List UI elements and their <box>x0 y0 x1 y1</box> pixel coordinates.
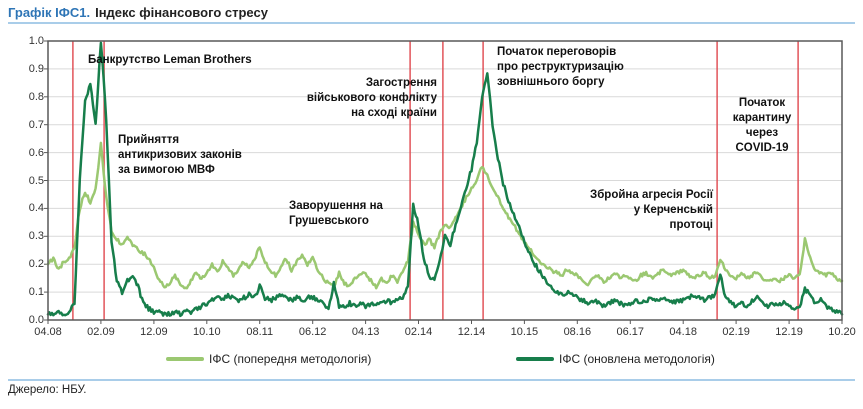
legend-item-previous-methodology: ІФС (попередня методологія) <box>166 352 371 366</box>
event-annotation: Прийняття антикризових законів за вимого… <box>118 134 242 176</box>
event-annotation: Заворушення на Грушевського <box>289 200 383 227</box>
x-axis-label: 10.20 <box>828 326 856 338</box>
x-axis-label: 08.16 <box>563 326 592 338</box>
x-axis-label: 02.19 <box>722 326 750 338</box>
y-axis-label: 0.0 <box>28 314 44 326</box>
page-title-prefix: Графік ІФС1. <box>8 5 91 20</box>
x-axis-label: 12.19 <box>775 326 803 338</box>
y-axis-label: 0.2 <box>28 258 44 271</box>
y-axis-label: 0.5 <box>28 174 44 187</box>
y-axis-label: 0.9 <box>28 62 44 75</box>
event-annotation: Збройна агресія Росії у Керченській прот… <box>590 189 713 231</box>
x-axis-label: 10.15 <box>510 326 539 338</box>
y-axis-label: 0.7 <box>28 118 44 131</box>
legend-line-swatch-previous <box>166 357 204 361</box>
legend-item-updated-methodology: ІФС (оновлена методологія) <box>516 352 715 366</box>
x-axis-label: 02.09 <box>87 326 115 338</box>
event-annotation: Початок карантину через COVID-19 <box>732 97 792 154</box>
x-axis-label: 04.18 <box>669 326 697 338</box>
event-annotation: Банкрутство Leman Brothers <box>88 54 252 66</box>
legend-label-updated: ІФС (оновлена методологія) <box>559 352 715 366</box>
x-axis-label: 06.12 <box>298 326 327 338</box>
x-axis-label: 04.08 <box>34 326 62 338</box>
y-axis-label: 0.1 <box>28 286 44 299</box>
source-note: Джерело: НБУ. <box>8 384 87 396</box>
x-axis-label: 02.14 <box>404 326 433 338</box>
source-divider <box>8 379 855 381</box>
page-title-text: Індекс фінансового стресу <box>95 5 268 20</box>
y-axis-label: 0.8 <box>28 90 44 103</box>
page-title: Графік ІФС1. Індекс фінансового стресу <box>8 5 268 20</box>
x-axis-label: 06.17 <box>616 326 645 338</box>
x-axis-label: 04.13 <box>351 326 380 338</box>
x-axis-label: 10.10 <box>193 326 221 338</box>
y-axis-label: 0.6 <box>28 146 44 159</box>
x-axis-label: 08.11 <box>246 326 274 338</box>
x-axis-label: 12.14 <box>457 326 486 338</box>
y-axis-label: 1.0 <box>28 35 44 47</box>
event-annotation: Загострення військового конфлікту на схо… <box>306 77 437 119</box>
x-axis-label: 12.09 <box>140 326 168 338</box>
y-axis-label: 0.3 <box>28 230 44 243</box>
legend-label-previous: ІФС (попередня методологія) <box>209 352 372 366</box>
legend-line-swatch-updated <box>516 357 554 361</box>
y-axis-label: 0.4 <box>28 202 44 215</box>
title-divider <box>8 22 855 24</box>
event-annotation: Початок переговорів про реструктуризацію… <box>497 46 624 88</box>
